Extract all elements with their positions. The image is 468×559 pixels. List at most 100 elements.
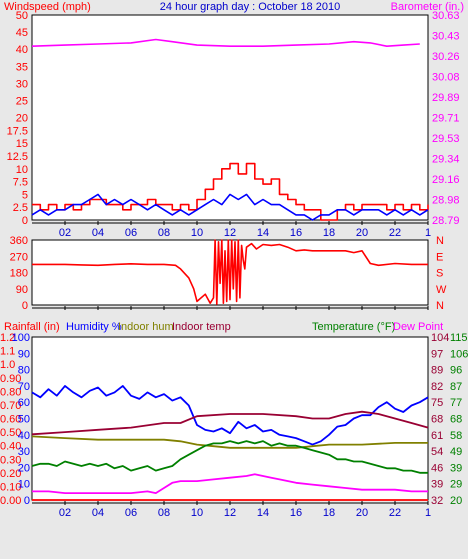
rainfall-tick-label: 0.90 [0, 373, 21, 385]
x-tick-label: 02 [59, 507, 71, 519]
dewpoint-tick-label: 87 [450, 381, 462, 393]
x-tick-label: 16 [290, 507, 302, 519]
x-tick-label: 12 [224, 507, 236, 519]
direction-tick-label: 360 [10, 235, 28, 247]
series-humidity [31, 385, 429, 446]
rainfall-tick-label: 0.20 [0, 468, 21, 480]
series-indoor-hum [31, 435, 428, 449]
windspeed-tick-label: 15 [16, 138, 28, 150]
x-tick-label: 06 [125, 227, 137, 239]
rainfall-tick-label: 0.10 [0, 481, 21, 493]
compass-tick-label: S [436, 268, 443, 280]
barometer-tick-label: 30.08 [432, 72, 460, 84]
x-tick-label: 02 [59, 227, 71, 239]
windspeed-tick-label: 30 [16, 78, 28, 90]
x-tick-label: 20 [356, 507, 368, 519]
plot-series [31, 38, 429, 501]
x-tick-label: 14 [257, 507, 269, 519]
x-tick-label: 18 [323, 507, 335, 519]
rainfall-tick-label: 1.2 [0, 332, 15, 344]
plot-area-1 [31, 14, 429, 221]
temperature-tick-label: 75 [431, 397, 443, 409]
legend-humidity: Humidity % [66, 321, 122, 333]
dewpoint-tick-label: 58 [450, 430, 462, 442]
rainfall-tick-label: 0.00 [0, 495, 21, 507]
temperature-tick-label: 61 [431, 430, 443, 442]
barometer-tick-label: 30.63 [432, 10, 460, 22]
barometer-tick-label: 29.89 [432, 92, 460, 104]
rainfall-tick-label: 0.40 [0, 441, 21, 453]
barometer-tick-label: 30.26 [432, 51, 460, 63]
dewpoint-tick-label: 96 [450, 365, 462, 377]
barometer-tick-label: 29.16 [432, 174, 460, 186]
direction-tick-label: 90 [16, 284, 28, 296]
dewpoint-tick-label: 68 [450, 414, 462, 426]
dewpoint-tick-label: 39 [450, 462, 462, 474]
windspeed-tick-label: 35 [16, 61, 28, 73]
x-tick-label: 04 [92, 227, 104, 239]
barometer-tick-label: 30.43 [432, 31, 460, 43]
humidity-tick-label: 90 [18, 348, 30, 360]
dewpoint-tick-label: 49 [450, 446, 462, 458]
chart-title: 24 hour graph day : October 18 2010 [160, 1, 340, 13]
humidity-tick-label: 100 [12, 332, 30, 344]
series-temperature [31, 440, 428, 474]
compass-tick-label: N [436, 300, 444, 312]
temperature-tick-label: 97 [431, 348, 443, 360]
series-dew-point [32, 473, 428, 494]
rainfall-tick-label: 0.50 [0, 427, 21, 439]
x-tick-label: 10 [191, 507, 203, 519]
rainfall-tick-label: 1.1 [0, 346, 15, 358]
series-barometer [31, 38, 420, 47]
x-tick-label: 16 [290, 227, 302, 239]
windspeed-tick-label: 17.5 [7, 125, 28, 137]
humidity-tick-label: 50 [18, 414, 30, 426]
x-tick-label: 14 [257, 227, 269, 239]
windspeed-tick-label: 40 [16, 44, 28, 56]
temperature-tick-label: 54 [431, 446, 443, 458]
dewpoint-tick-label: 77 [450, 397, 462, 409]
compass-tick-label: N [436, 235, 444, 247]
x-tick-label: 18 [323, 227, 335, 239]
x-tick-label: 10 [191, 227, 203, 239]
humidity-tick-label: 0 [24, 495, 30, 507]
humidity-tick-label: 10 [18, 479, 30, 491]
rainfall-tick-label: 0.70 [0, 400, 21, 412]
series-wind-direction [32, 239, 428, 305]
humidity-tick-label: 20 [18, 462, 30, 474]
x-tick-label: 08 [158, 227, 170, 239]
x-tick-label: 04 [92, 507, 104, 519]
windspeed-tick-label: 7.5 [13, 177, 28, 189]
direction-tick-label: 0 [22, 300, 28, 312]
direction-tick-label: 180 [10, 268, 28, 280]
windspeed-tick-label: 5 [22, 189, 28, 201]
barometer-tick-label: 29.53 [432, 133, 460, 145]
legend-temperature: Temperature (°F) [312, 321, 395, 333]
humidity-tick-label: 70 [18, 381, 30, 393]
compass-tick-label: E [436, 251, 443, 263]
humidity-tick-label: 30 [18, 446, 30, 458]
temperature-tick-label: 89 [431, 365, 443, 377]
barometer-tick-label: 29.34 [432, 154, 460, 166]
temperature-tick-label: 104 [431, 332, 449, 344]
x-tick-label: 22 [389, 227, 401, 239]
windspeed-tick-label: 10 [16, 164, 28, 176]
rainfall-tick-label: 0.30 [0, 454, 21, 466]
barometer-tick-label: 28.98 [432, 195, 460, 207]
windspeed-tick-label: 2.5 [13, 202, 28, 214]
windspeed-tick-label: 0 [22, 215, 28, 227]
dewpoint-tick-label: 29 [450, 479, 462, 491]
series-wind-gust [32, 162, 429, 221]
dewpoint-tick-label: 115 [450, 332, 468, 344]
temperature-tick-label: 32 [431, 495, 443, 507]
windspeed-tick-label: 12.5 [7, 151, 28, 163]
legend-dew-point: Dew Point [393, 321, 443, 333]
windspeed-tick-label: 25 [16, 95, 28, 107]
x-tick-label: 1 [425, 507, 431, 519]
humidity-tick-label: 80 [18, 365, 30, 377]
windspeed-axis-title: Windspeed (mph) [4, 1, 91, 13]
windspeed-tick-label: 20 [16, 113, 28, 125]
barometer-axis-title: Barometer (in.) [391, 1, 464, 13]
series-indoor-temp [31, 410, 429, 436]
